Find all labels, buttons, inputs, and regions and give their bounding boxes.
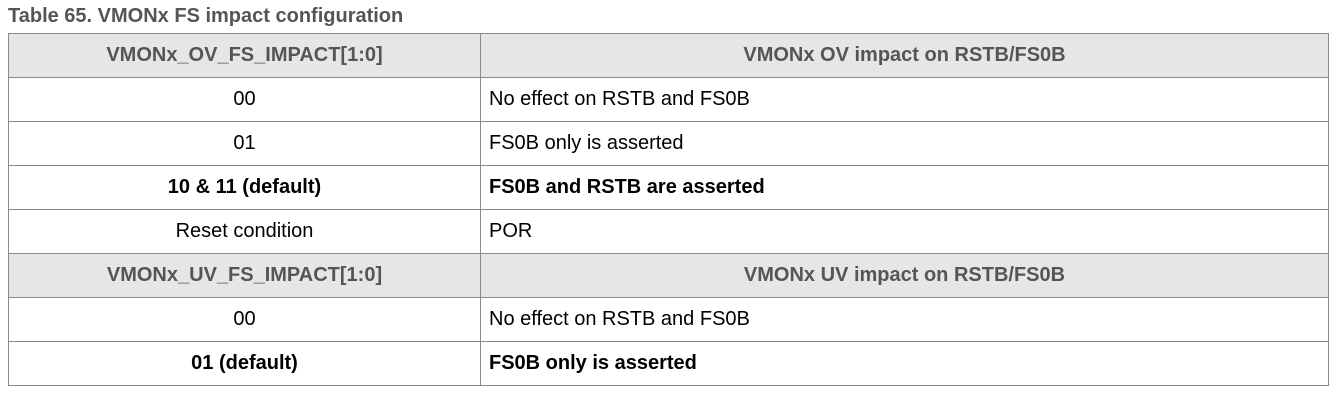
table-cell: POR: [480, 209, 1329, 254]
table-cell: Reset condition: [8, 209, 481, 254]
table-cell: 00: [8, 77, 481, 122]
table-cell: 01 (default): [8, 341, 481, 386]
table-cell: FS0B only is asserted: [480, 121, 1329, 166]
table-row: Reset condition POR: [8, 209, 1329, 254]
table-caption: Table 65. VMONx FS impact configuration: [8, 5, 404, 27]
table-cell: No effect on RSTB and FS0B: [480, 297, 1329, 342]
table-row: 01 (default) FS0B only is asserted: [8, 341, 1329, 386]
header-cell: VMONx_OV_FS_IMPACT[1:0]: [8, 33, 481, 78]
header-cell: VMONx UV impact on RSTB/FS0B: [480, 253, 1329, 298]
table-cell: FS0B only is asserted: [480, 341, 1329, 386]
header-row: VMONx_UV_FS_IMPACT[1:0] VMONx UV impact o…: [8, 253, 1329, 298]
table-row: 10 & 11 (default) FS0B and RSTB are asser…: [8, 165, 1329, 210]
table-cell: 10 & 11 (default): [8, 165, 481, 210]
table-row: 01 FS0B only is asserted: [8, 121, 1329, 166]
table-row: 00 No effect on RSTB and FS0B: [8, 297, 1329, 342]
header-row: VMONx_OV_FS_IMPACT[1:0] VMONx OV impact o…: [8, 33, 1329, 78]
config-table: VMONx_OV_FS_IMPACT[1:0] VMONx OV impact o…: [8, 33, 1329, 386]
table-cell: No effect on RSTB and FS0B: [480, 77, 1329, 122]
header-cell: VMONx OV impact on RSTB/FS0B: [480, 33, 1329, 78]
table-row: 00 No effect on RSTB and FS0B: [8, 77, 1329, 122]
header-cell: VMONx_UV_FS_IMPACT[1:0]: [8, 253, 481, 298]
table-cell: FS0B and RSTB are asserted: [480, 165, 1329, 210]
table-cell: 00: [8, 297, 481, 342]
table-cell: 01: [8, 121, 481, 166]
